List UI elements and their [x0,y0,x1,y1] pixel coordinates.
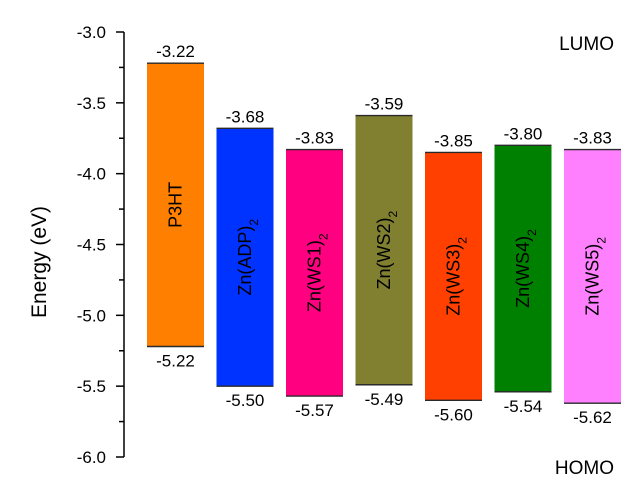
y-tick-label: -4.0 [77,165,106,184]
lumo-value-label: -3.22 [156,42,195,61]
lumo-value-label: -3.83 [573,129,612,148]
y-tick-label: -5.0 [77,306,106,325]
energy-bar [355,115,413,385]
homo-value-label: -5.49 [365,390,404,409]
homo-value-label: -5.50 [226,391,265,410]
energy-bar [494,145,552,392]
energy-bar [147,63,204,347]
y-axis-title: Energy (eV) [28,206,51,318]
y-tick-label: -5.5 [77,377,106,396]
lumo-value-label: -3.83 [295,129,334,148]
homo-label: HOMO [555,458,614,478]
bar-name-label: P3HT [166,182,186,228]
lumo-value-label: -3.85 [434,131,473,150]
bar-group: -3.22 -5.22 P3HT [147,42,204,371]
homo-value-label: -5.22 [156,352,195,371]
lumo-value-label: -3.59 [365,95,404,114]
lumo-value-label: -3.68 [226,107,265,126]
y-tick-label: -3.0 [77,23,106,42]
homo-value-label: -5.60 [434,405,473,424]
y-tick-label: -6.0 [77,448,106,467]
lumo-value-label: -3.80 [504,124,543,143]
energy-bar [216,128,274,387]
energy-bar [286,149,343,397]
homo-value-label: -5.62 [573,408,612,427]
lumo-label: LUMO [559,34,614,55]
energy-bar [425,152,482,401]
homo-value-label: -5.54 [504,397,543,416]
homo-value-label: -5.57 [295,401,334,420]
energy-bar [564,149,621,404]
y-tick-label: -4.5 [77,236,106,255]
y-tick-label: -3.5 [77,94,106,113]
